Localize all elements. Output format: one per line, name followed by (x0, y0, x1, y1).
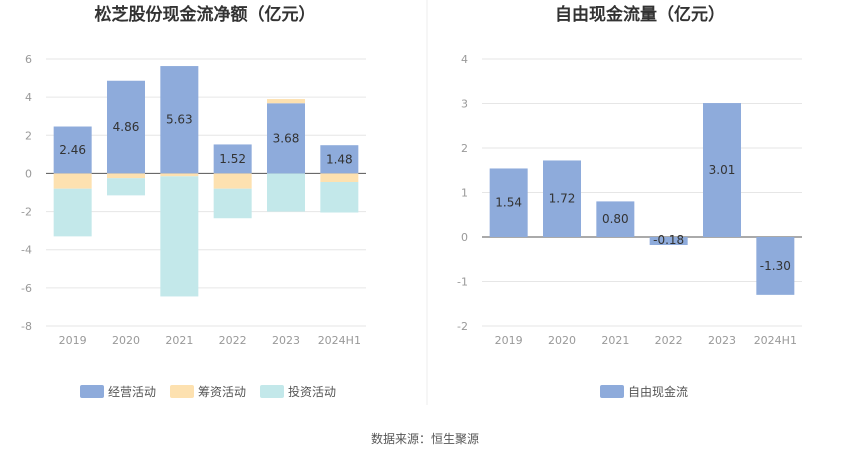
bar-1 (320, 145, 359, 174)
x-tick-label: 2019 (59, 334, 87, 347)
y-tick-label: 4 (461, 53, 468, 66)
cashflow-net-chart: 松芝股份现金流净额（亿元） 6 4 2 0 -2 -4 -6 -8 2.46 4.86 5.63 1… (21, 4, 366, 399)
y-tick-label: -6 (21, 282, 32, 295)
chart-title: 松芝股份现金流净额（亿元） (95, 4, 316, 25)
data-label: 0.80 (602, 212, 629, 226)
y-tick-label: 2 (461, 142, 468, 155)
y-tick-label: -2 (457, 320, 468, 333)
x-tick-label: 2021 (165, 334, 193, 347)
grid-lines (46, 58, 366, 327)
legend-label: 投资活动 (288, 384, 336, 399)
legend-label: 筹资活动 (198, 385, 246, 399)
y-tick-label: 3 (461, 98, 468, 111)
bar-3 (267, 173, 305, 212)
legend: 经营活动 筹资活动 投资活动 (80, 384, 336, 399)
legend: 自由现金流 (600, 384, 688, 399)
bar-1 (267, 103, 305, 174)
bar (649, 237, 688, 246)
data-label: 3.68 (273, 131, 300, 145)
y-tick-label: -4 (21, 244, 32, 257)
bar-3 (107, 178, 145, 196)
bar-2 (320, 173, 359, 183)
bar-2 (160, 173, 199, 177)
legend-label: 经营活动 (108, 385, 156, 399)
y-tick-label: 4 (25, 91, 32, 104)
y-tick-label: -1 (457, 276, 468, 289)
data-labels: 2.46 4.86 5.63 1.52 3.68 1.48 (59, 113, 352, 167)
legend-swatch (170, 385, 194, 398)
bar-1 (107, 80, 145, 174)
legend-swatch (80, 385, 104, 398)
data-label: 3.01 (709, 163, 736, 177)
bar-3 (213, 188, 252, 219)
legend-swatch (260, 385, 284, 398)
bar-3 (320, 182, 359, 213)
data-label: 1.48 (326, 152, 353, 166)
bar-1 (213, 144, 252, 174)
bar-1 (53, 126, 92, 174)
x-tick-label: 2022 (219, 334, 247, 347)
bar-2 (53, 173, 92, 189)
y-tick-label: 2 (25, 129, 32, 142)
bar-2 (213, 173, 252, 189)
source-note: 数据来源：恒生聚源 (371, 431, 479, 446)
bar (596, 201, 635, 237)
y-tick-label: -8 (21, 320, 32, 333)
data-label: 5.63 (166, 113, 193, 127)
bar-marks (489, 103, 795, 295)
legend-label: 自由现金流 (628, 384, 688, 399)
data-label: 2.46 (59, 143, 86, 157)
x-tick-labels: 2019 2020 2021 2022 2023 2024H1 (495, 334, 797, 347)
x-tick-label: 2023 (708, 334, 736, 347)
x-tick-label: 2021 (601, 334, 629, 347)
bar-3 (160, 176, 199, 297)
y-tick-labels: 6 4 2 0 -2 -4 -6 -8 (21, 53, 32, 333)
bar-2 (267, 99, 305, 104)
y-tick-label: 0 (461, 231, 468, 244)
data-label: 4.86 (113, 120, 140, 134)
x-tick-label: 2024H1 (318, 334, 361, 347)
chart-title: 自由现金流量（亿元） (555, 4, 725, 25)
y-tick-label: 0 (25, 167, 32, 180)
x-tick-label: 2020 (112, 334, 140, 347)
y-tick-label: 6 (25, 53, 32, 66)
bar (756, 237, 795, 295)
data-label: 1.54 (495, 196, 522, 210)
x-tick-label: 2024H1 (754, 334, 797, 347)
data-label: 1.72 (549, 192, 576, 206)
grid-lines (482, 58, 802, 327)
data-labels: 1.54 1.72 0.80 -0.18 3.01 -1.30 (495, 163, 791, 273)
data-label: -1.30 (760, 259, 791, 273)
bar-1 (160, 66, 199, 174)
legend-swatch (600, 385, 624, 398)
x-tick-label: 2022 (655, 334, 683, 347)
bar-3 (53, 188, 92, 237)
free-cash-flow-chart: 自由现金流量（亿元） 4 3 2 1 0 -1 -2 1.54 1.72 0.80 -0.18 3.… (457, 4, 802, 399)
y-tick-label: 1 (461, 187, 468, 200)
x-tick-label: 2019 (495, 334, 523, 347)
x-tick-label: 2023 (272, 334, 300, 347)
y-tick-labels: 4 3 2 1 0 -1 -2 (457, 53, 468, 333)
bar-2 (107, 173, 145, 179)
x-tick-label: 2020 (548, 334, 576, 347)
data-label: -0.18 (653, 233, 684, 247)
bar (489, 168, 528, 237)
bar-marks (53, 66, 359, 297)
data-label: 1.52 (219, 152, 246, 166)
y-tick-label: -2 (21, 206, 32, 219)
x-tick-labels: 2019 2020 2021 2022 2023 2024H1 (59, 334, 361, 347)
bar (703, 103, 741, 238)
bar (543, 160, 581, 237)
